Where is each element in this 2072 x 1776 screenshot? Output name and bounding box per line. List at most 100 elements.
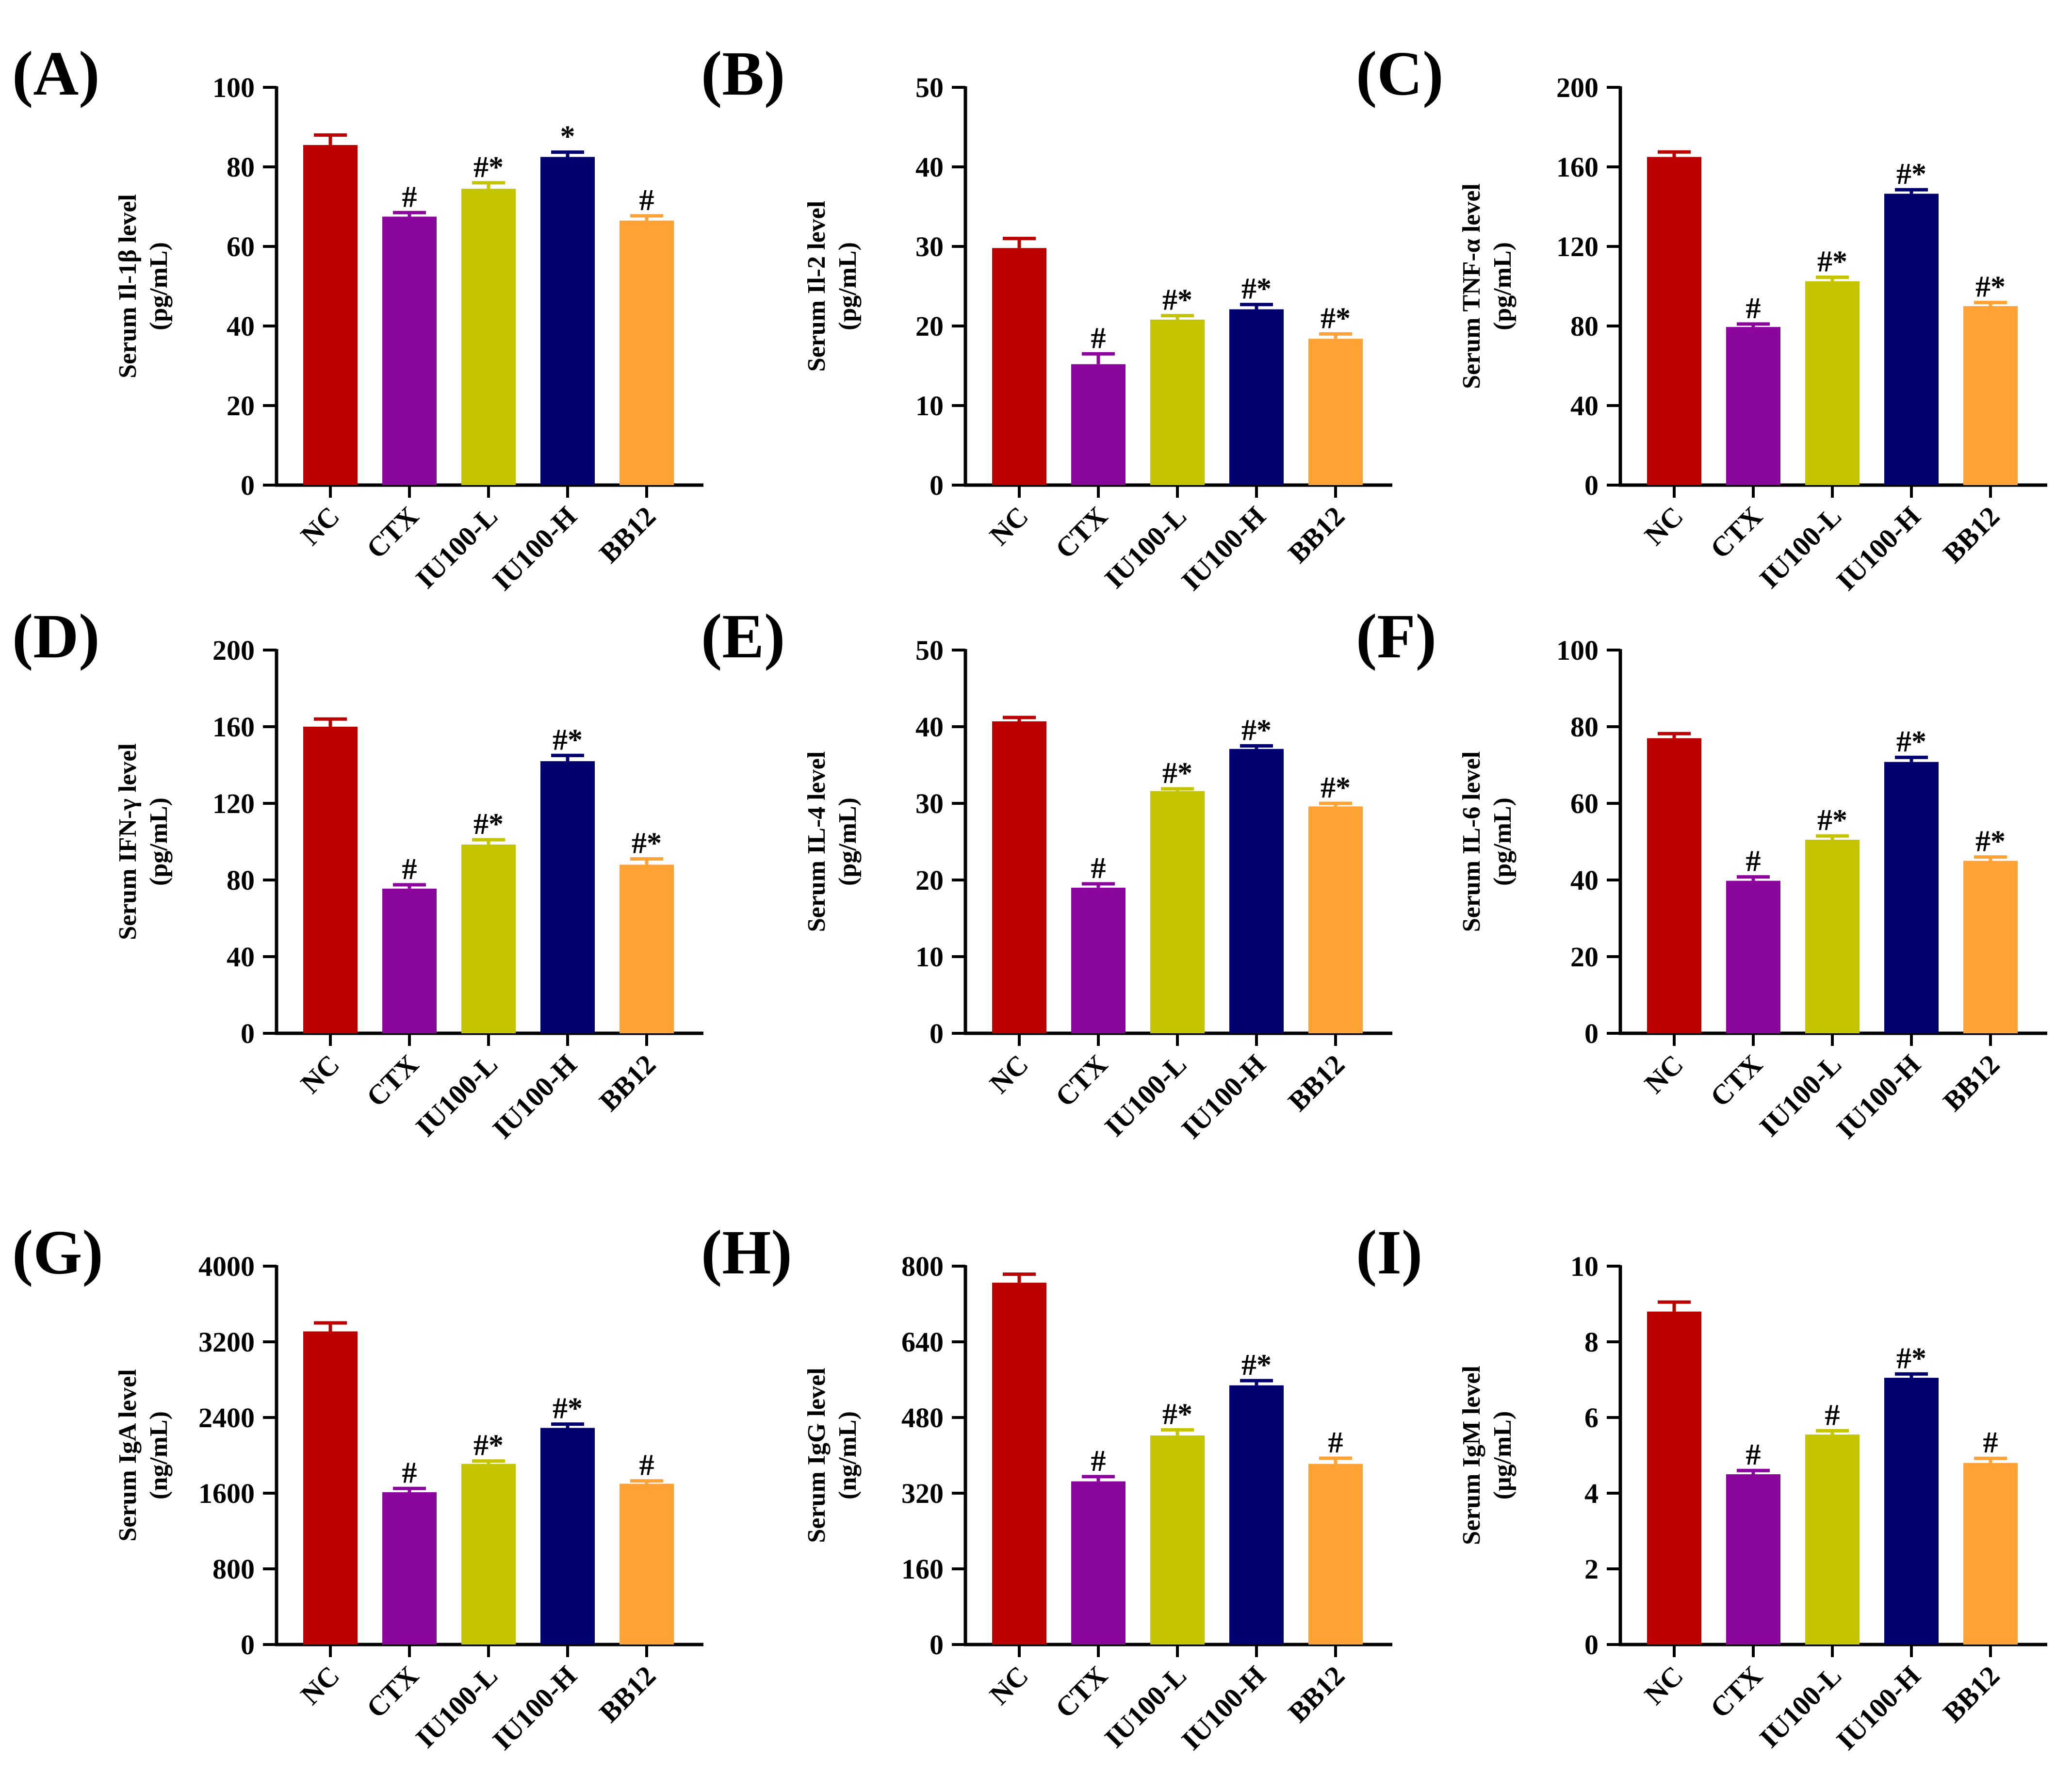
- y-tick-label: 20: [915, 864, 944, 896]
- significance-label: #*: [1241, 714, 1272, 747]
- bar-iu100-l: [461, 844, 516, 1033]
- significance-label: #*: [473, 151, 504, 184]
- x-tick-label: BB12: [593, 500, 662, 569]
- x-tick-label: IU100-L: [1753, 1660, 1847, 1754]
- y-tick-label: 50: [915, 635, 944, 666]
- y-axis-unit: (pg/mL): [145, 798, 173, 886]
- significance-label: #*: [553, 723, 583, 756]
- bar-iu100-l: [1805, 281, 1860, 485]
- bar-iu100-l: [1805, 840, 1860, 1033]
- bar-nc: [303, 727, 358, 1033]
- x-tick-label: NC: [983, 1660, 1034, 1711]
- bar-nc: [1647, 738, 1701, 1033]
- x-tick-label: CTX: [1049, 1660, 1114, 1724]
- y-axis-unit: (pg/mL): [1489, 798, 1517, 886]
- bar-bb12: [1963, 306, 2018, 485]
- significance-label: #: [639, 184, 654, 217]
- x-tick-label: BB12: [1937, 1660, 2006, 1728]
- bar-iu100-l: [1805, 1434, 1860, 1645]
- y-tick-label: 320: [901, 1478, 944, 1509]
- significance-label: #: [402, 180, 417, 213]
- significance-label: #: [1328, 1426, 1343, 1459]
- significance-label: #*: [1241, 273, 1272, 306]
- y-axis-title-line: Serum IL-6 level: [1458, 751, 1485, 932]
- y-tick-label: 200: [1556, 72, 1599, 103]
- bar-bb12: [620, 864, 674, 1033]
- y-axis-title: Serum Il-2 level (pg/mL): [803, 201, 862, 372]
- panel-label: (F): [1356, 602, 1436, 671]
- significance-label: #*: [1241, 1349, 1272, 1382]
- y-tick-label: 40: [227, 310, 255, 342]
- significance-label: #*: [1817, 804, 1847, 837]
- y-tick-label: 2: [1584, 1553, 1599, 1585]
- chart-panel-2: (B) Serum Il-2 level (pg/mL) 0 10 20 30 40 50 NC #…: [701, 39, 1392, 597]
- bar-nc: [303, 1331, 358, 1645]
- significance-label: #: [1825, 1399, 1840, 1432]
- bar-ctx: [1726, 327, 1780, 485]
- y-tick-label: 80: [227, 151, 255, 183]
- chart-panel-6: (F) Serum IL-6 level (pg/mL) 0 20 40 60 80 100 NC…: [1356, 602, 2047, 1145]
- y-axis-title: Serum Il-1β level (pg/mL): [114, 194, 173, 378]
- x-tick-label: CTX: [360, 1048, 425, 1113]
- y-tick-label: 60: [227, 231, 255, 262]
- y-tick-label: 0: [241, 1018, 255, 1049]
- chart-panel-4: (D) Serum IFN-γ level (pg/mL) 0 40 80 120 160 20…: [12, 602, 703, 1145]
- bar-bb12: [1963, 861, 2018, 1033]
- panel-label: (H): [701, 1218, 792, 1287]
- y-tick-label: 0: [930, 1629, 944, 1661]
- y-tick-label: 0: [1584, 1629, 1599, 1661]
- x-tick-label: BB12: [1282, 1048, 1351, 1117]
- x-tick-label: IU100-H: [1175, 500, 1272, 597]
- panel-label: (A): [12, 39, 99, 109]
- y-axis-title-line: Serum IgA level: [114, 1369, 142, 1541]
- y-tick-label: 100: [1556, 635, 1599, 666]
- y-axis-unit: (ng/mL): [145, 1411, 173, 1499]
- bar-bb12: [1308, 1464, 1363, 1645]
- bar-ctx: [1071, 1481, 1126, 1645]
- significance-label: #*: [1896, 158, 1926, 191]
- bar-bb12: [1308, 339, 1363, 485]
- bar-ctx: [1071, 887, 1126, 1033]
- x-tick-label: CTX: [360, 1660, 425, 1724]
- x-tick-label: IU100-H: [1830, 1660, 1927, 1756]
- y-tick-label: 10: [1570, 1251, 1599, 1282]
- y-tick-label: 0: [1584, 1018, 1599, 1049]
- x-tick-label: NC: [294, 500, 345, 551]
- x-tick-label: IU100-L: [1753, 500, 1847, 594]
- y-tick-label: 0: [930, 1018, 944, 1049]
- y-axis-title: Serum IgG level (ng/mL): [803, 1368, 862, 1543]
- y-axis-title-line: Serum IFN-γ level: [114, 743, 142, 940]
- x-tick-label: CTX: [1704, 500, 1769, 565]
- y-tick-label: 120: [1556, 231, 1599, 262]
- x-tick-label: CTX: [1704, 1048, 1769, 1113]
- x-tick-label: NC: [983, 1048, 1034, 1099]
- y-tick-label: 3200: [198, 1326, 255, 1358]
- y-axis-unit: (pg/mL): [834, 242, 862, 330]
- x-tick-label: NC: [294, 1660, 345, 1711]
- y-axis-title: Serum TNF-α level (pg/mL): [1458, 183, 1517, 389]
- y-tick-label: 40: [1570, 390, 1599, 422]
- x-tick-label: IU100-L: [1098, 500, 1192, 594]
- chart-panel-7: (G) Serum IgA level (ng/mL) 0 800 1600 2400 320…: [12, 1218, 703, 1756]
- x-tick-label: IU100-H: [1175, 1048, 1272, 1145]
- y-axis-title-line: Serum TNF-α level: [1458, 183, 1485, 389]
- significance-label: *: [560, 120, 575, 153]
- bar-iu100-l: [461, 1464, 516, 1645]
- bar-nc: [992, 1283, 1046, 1645]
- panel-label: (D): [12, 602, 99, 671]
- x-tick-label: BB12: [1282, 500, 1351, 569]
- y-tick-label: 0: [241, 1629, 255, 1661]
- y-tick-label: 10: [915, 390, 944, 422]
- y-tick-label: 4: [1584, 1478, 1599, 1509]
- panel-label: (G): [12, 1218, 103, 1287]
- bar-ctx: [1726, 1474, 1780, 1645]
- x-tick-label: BB12: [593, 1660, 662, 1728]
- chart-panel-8: (H) Serum IgG level (ng/mL) 0 160 320 480 640 80…: [701, 1218, 1392, 1756]
- x-tick-label: IU100-L: [1753, 1048, 1847, 1142]
- x-tick-label: NC: [983, 500, 1034, 551]
- significance-label: #*: [473, 1429, 504, 1462]
- x-tick-label: IU100-H: [1830, 1048, 1927, 1145]
- y-tick-label: 20: [1570, 941, 1599, 973]
- y-tick-label: 40: [227, 941, 255, 973]
- bar-iu100-l: [1150, 319, 1205, 485]
